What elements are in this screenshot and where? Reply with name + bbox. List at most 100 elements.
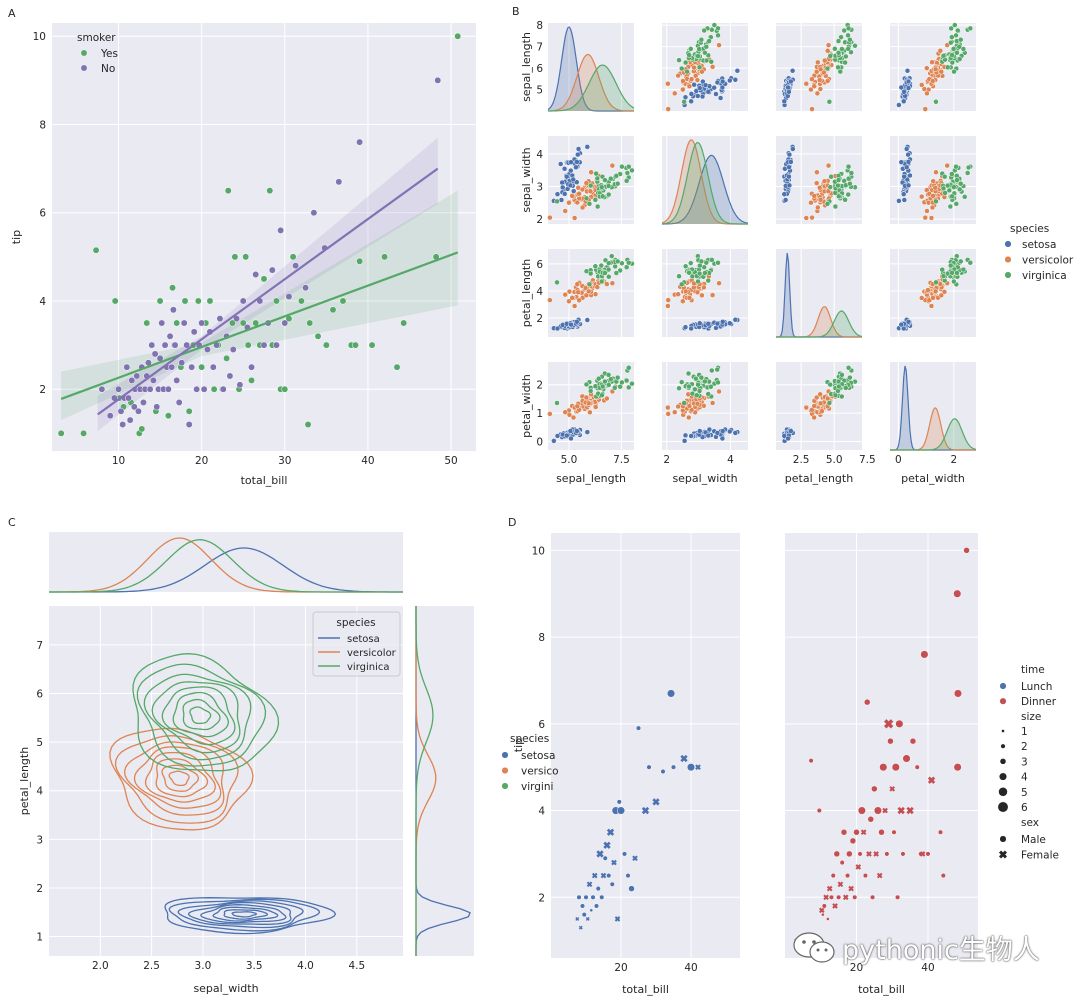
panelA-xtick-label: 50 [444, 455, 457, 467]
panelB-ytick-label: 2 [536, 214, 543, 226]
panelB-point [602, 177, 608, 183]
panelA-point [200, 385, 208, 393]
panelD-point-stroke [606, 828, 615, 836]
panelA-xlabel: total_bill [241, 474, 288, 487]
panelD-legend-marker [999, 697, 1007, 705]
panelD-right-xlabel: total_bill [858, 983, 905, 996]
panelD-point [590, 894, 596, 900]
panelB-point [571, 215, 578, 221]
panelB-point [898, 84, 904, 91]
panelB-kde-fill [890, 407, 976, 450]
panelB-point [903, 164, 910, 171]
panelA-point [239, 319, 247, 327]
panelD-point [583, 894, 589, 900]
panelB-point [716, 280, 722, 286]
panelD-point [652, 798, 660, 806]
panelB-point [808, 199, 814, 206]
panelB-point [845, 191, 851, 198]
panelD-point-stroke [826, 885, 833, 892]
panelB-point [811, 193, 817, 199]
panelB-point [702, 50, 708, 56]
panelC-ytick-label: 5 [36, 737, 43, 749]
panelB-point [838, 34, 844, 40]
panelD-point [878, 828, 885, 836]
panelD-point [596, 850, 604, 858]
panelD-point [826, 917, 830, 921]
panelD-point [616, 806, 626, 815]
panelB-point [671, 409, 678, 415]
panelD-legend-label: Dinner [1021, 696, 1057, 708]
panelD-point [862, 873, 868, 879]
panelB-point [714, 79, 721, 86]
panelB-point [933, 169, 939, 175]
panelB-point [811, 414, 817, 421]
panelC-contour [187, 901, 292, 925]
panelB-point [954, 50, 960, 56]
panelB-point [828, 173, 834, 180]
panelB-point [709, 400, 716, 406]
panelA-point [151, 350, 159, 358]
panel-label-B: B [512, 5, 520, 18]
panelB-kde-fill [548, 54, 634, 111]
panelB-point [608, 376, 614, 382]
panelB-point [817, 400, 824, 407]
panelB-point [568, 167, 574, 174]
panelB-point [617, 267, 623, 274]
panelB-point [681, 400, 687, 406]
panelC-marginal-right-line [415, 606, 434, 956]
panelB-point [835, 388, 841, 394]
panelD-legend-marker [998, 772, 1008, 781]
panelB-point [604, 395, 610, 402]
panelB-point [932, 66, 939, 73]
panelD-point [852, 894, 858, 900]
panelD-point [579, 903, 586, 909]
panelB-point [944, 182, 951, 189]
panelB-point [695, 381, 701, 388]
panelA-point [236, 381, 244, 389]
panelC-contour [164, 897, 337, 935]
panelB-point [604, 281, 610, 287]
panelB-point [847, 36, 853, 43]
panelB-point [732, 430, 739, 436]
panelC-contour [168, 898, 321, 932]
panelA-point [148, 341, 156, 349]
panelD-point-stroke [855, 864, 862, 870]
panelB-point [813, 394, 820, 401]
panelB-point [682, 432, 689, 439]
panelD-left-ytick-label: 10 [532, 545, 545, 557]
panelA-point [117, 407, 125, 415]
panelB-point [821, 69, 827, 76]
panelD-legend-marker-stroke [998, 850, 1008, 859]
panelB-point [703, 44, 710, 50]
panelB-point [694, 93, 701, 99]
panelB-point [688, 260, 694, 266]
panelD-point [897, 806, 905, 815]
panelC-legend-label: setosa [347, 634, 380, 645]
panelD-point [632, 855, 638, 862]
watermark-text: pythonic生物人 [842, 935, 1040, 966]
panelA-point [198, 319, 206, 327]
panelB-point [587, 388, 594, 394]
panelB-point [924, 208, 930, 214]
panelB-point [719, 435, 726, 442]
panelA-point [285, 293, 293, 301]
panelA-point [242, 253, 250, 261]
panelB-legend-label: virginica [1022, 270, 1067, 282]
panelB-point [574, 159, 580, 165]
panelA-point [138, 425, 146, 433]
panelA-point [356, 257, 364, 265]
panelB-point [605, 382, 612, 388]
panelA-ytick-label: 2 [39, 384, 46, 396]
panelB-point [576, 190, 582, 197]
panelB-point [705, 277, 711, 284]
panelD-point [828, 894, 835, 900]
panelA-point [156, 297, 164, 305]
panelB-point [715, 32, 721, 39]
panelB-point [817, 86, 824, 92]
panelD-left-ytick-label: 4 [538, 806, 545, 818]
panelB-point [596, 375, 602, 382]
panelD-point [906, 806, 914, 815]
panelA-ytick-label: 4 [39, 296, 46, 308]
panelA-point [190, 328, 198, 336]
panelB-point [567, 428, 574, 434]
